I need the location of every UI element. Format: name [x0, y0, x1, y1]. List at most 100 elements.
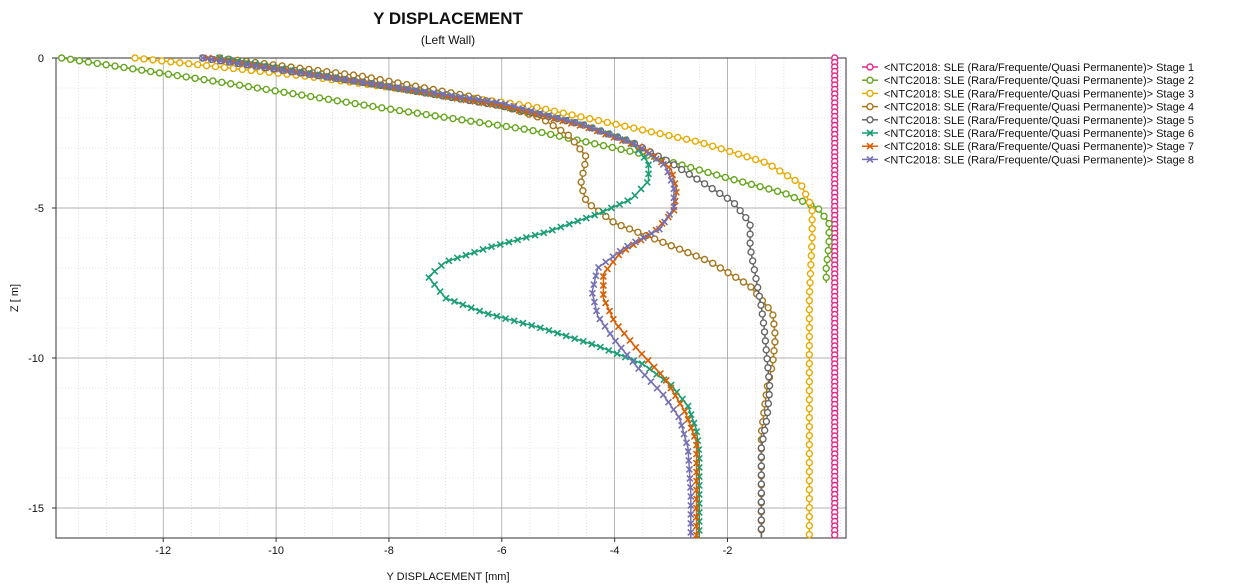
marker-stroke	[637, 185, 645, 193]
marker-stroke	[605, 346, 613, 354]
data-point	[716, 189, 724, 198]
series-stage-8	[199, 54, 695, 538]
marker-stroke	[650, 363, 658, 371]
marker-stroke	[602, 299, 610, 307]
marker-stroke	[496, 240, 504, 248]
marker-stroke	[592, 272, 600, 280]
data-point	[667, 384, 675, 392]
data-point	[807, 261, 815, 269]
marker-stroke	[386, 82, 394, 90]
data-point	[158, 57, 166, 65]
legend-marker	[866, 76, 874, 84]
data-point	[763, 355, 771, 363]
data-point	[805, 449, 814, 458]
data-point	[823, 255, 831, 264]
data-point	[808, 234, 816, 242]
marker-stroke	[638, 144, 646, 152]
marker-stroke	[639, 234, 648, 242]
data-point	[546, 130, 555, 139]
marker-stroke	[234, 59, 242, 67]
legend-label: <NTC2018: SLE (Rara/Frequente/Quasi Perm…	[884, 102, 1194, 114]
data-point	[647, 128, 656, 136]
data-point	[695, 490, 703, 499]
marker-stroke	[476, 307, 484, 315]
data-point	[647, 378, 655, 386]
data-point	[721, 173, 730, 182]
marker-stroke	[670, 194, 678, 202]
data-point	[582, 138, 590, 146]
data-point	[757, 444, 766, 452]
data-point	[314, 72, 322, 80]
marker-stroke	[659, 391, 667, 399]
data-point	[602, 258, 610, 266]
legend-marker	[866, 142, 874, 150]
data-point	[730, 199, 739, 208]
data-point	[687, 528, 695, 536]
data-point	[613, 133, 621, 142]
marker-stroke	[403, 85, 411, 93]
data-point	[182, 73, 190, 81]
data-point	[790, 193, 799, 202]
data-point	[510, 102, 518, 110]
marker-stroke	[664, 398, 672, 406]
data-point	[690, 432, 698, 441]
data-point	[576, 145, 584, 153]
data-point	[746, 239, 754, 247]
data-point	[590, 140, 599, 148]
marker-stroke	[638, 350, 646, 358]
marker-stroke	[690, 419, 698, 427]
marker-stroke	[599, 272, 607, 281]
data-point	[492, 98, 500, 106]
data-point	[146, 67, 155, 76]
data-point	[631, 191, 639, 200]
data-point	[751, 155, 760, 164]
marker-stroke	[601, 322, 609, 330]
data-point	[545, 111, 553, 120]
data-point	[395, 106, 404, 115]
data-point	[806, 269, 815, 278]
data-point	[271, 87, 279, 95]
data-point	[763, 408, 772, 417]
marker-stroke	[656, 370, 664, 378]
data-point	[155, 69, 164, 77]
marker-stroke	[687, 501, 695, 509]
data-point	[700, 139, 708, 148]
data-point	[549, 121, 557, 130]
data-point	[713, 171, 721, 179]
data-point	[805, 305, 814, 314]
x-tick-label: -8	[384, 545, 394, 557]
data-point	[692, 459, 701, 467]
marker-stroke	[692, 504, 701, 512]
legend-label: <NTC2018: SLE (Rara/Frequente/Quasi Perm…	[884, 128, 1194, 140]
data-point	[684, 402, 692, 410]
data-point	[670, 203, 678, 211]
data-point	[758, 310, 767, 318]
data-point	[511, 124, 519, 132]
marker-stroke	[675, 413, 683, 421]
data-point	[690, 419, 698, 427]
data-point	[501, 100, 509, 108]
data-point	[634, 228, 642, 236]
data-point	[574, 217, 582, 225]
data-point	[386, 105, 395, 113]
data-point	[596, 343, 604, 351]
data-point	[708, 259, 717, 267]
data-point	[730, 176, 738, 184]
marker-stroke	[692, 486, 701, 494]
data-point	[682, 135, 691, 143]
data-point	[650, 235, 659, 243]
data-point	[208, 55, 216, 63]
marker-stroke	[671, 392, 680, 400]
data-point	[431, 112, 439, 120]
marker-stroke	[692, 531, 701, 539]
marker-stroke	[687, 528, 695, 536]
data-point	[757, 507, 766, 515]
data-point	[483, 97, 492, 105]
data-point	[577, 178, 585, 186]
marker-stroke	[695, 490, 703, 499]
data-point	[164, 70, 173, 78]
data-point	[609, 218, 617, 226]
data-point	[732, 273, 740, 282]
data-point	[805, 467, 814, 476]
marker-stroke	[596, 315, 604, 323]
